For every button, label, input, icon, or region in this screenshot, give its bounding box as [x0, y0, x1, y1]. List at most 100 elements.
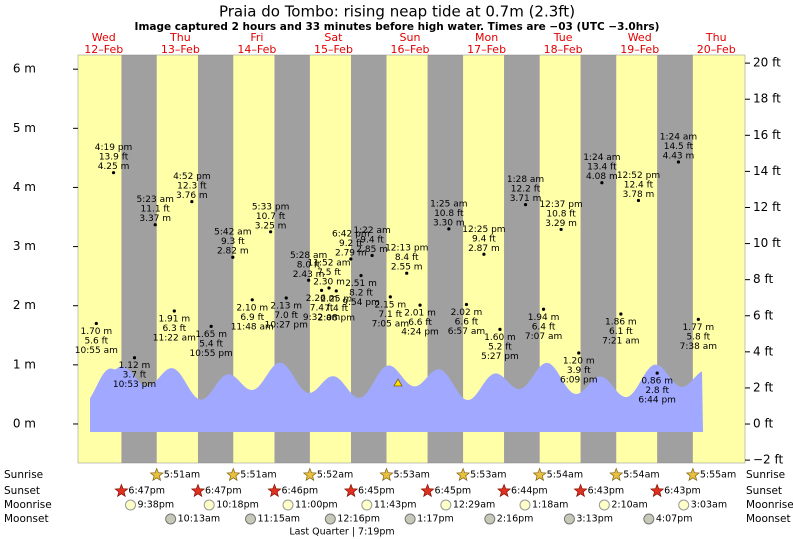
moonset-icon	[165, 513, 177, 525]
sunrise-icon	[456, 467, 471, 482]
tide-label: 6.1 ft	[609, 327, 633, 337]
tide-label: 6.6 ft	[455, 318, 479, 328]
y2-tick-label: 6 ft	[753, 308, 773, 322]
tide-label: 2.25 m	[320, 294, 352, 304]
row-time: 5:52am	[317, 470, 353, 481]
moonrise-icon	[598, 499, 610, 511]
tide-point	[209, 324, 213, 329]
row-time: 4:07pm	[656, 514, 693, 525]
tide-label: 5:28 am	[290, 251, 327, 261]
row-time: 9:38pm	[138, 500, 175, 511]
sunset-icon	[114, 483, 129, 498]
tide-point	[132, 356, 137, 360]
tide-label: 10:55 pm	[190, 349, 233, 359]
tide-label: 9.3 ft	[221, 237, 245, 247]
y2-tick-label: 20 ft	[753, 56, 781, 70]
day-date: 17–Feb	[467, 43, 506, 56]
tide-label: 1.12 m	[119, 361, 151, 371]
row-time: 6:43pm	[588, 486, 625, 497]
tide-point	[370, 253, 374, 258]
tide-label: 12.4 ft	[624, 180, 654, 190]
sunrise-icon	[226, 467, 241, 482]
tide-label: 1.65 m	[195, 330, 227, 340]
tide-label: 4.43 m	[663, 152, 695, 162]
moonset-icon	[563, 513, 575, 525]
sunset-icon	[497, 483, 512, 498]
tide-label: 2.02 m	[451, 308, 483, 318]
moon-phase: Last Quarter | 7:19pm	[289, 527, 394, 538]
tide-label: 12:25 pm	[462, 225, 505, 235]
y-tick-label: 2 m	[13, 298, 36, 312]
row-label-right: Sunset	[746, 485, 782, 497]
row-time: 2:10am	[611, 500, 647, 511]
tide-label: 2.15 m	[374, 300, 406, 310]
tide-label: 6:42 pm	[332, 230, 370, 240]
row-time: 3:03am	[691, 500, 727, 511]
tide-label: 1:22 am	[353, 226, 390, 236]
row-time: 10:13am	[178, 514, 220, 525]
day-date: 18–Feb	[544, 43, 583, 56]
tide-label: 1:25 am	[430, 199, 467, 209]
tide-label: 2.85 m	[356, 245, 388, 255]
y2-tick-label: 12 ft	[753, 200, 781, 214]
day-date: 20–Feb	[697, 43, 736, 56]
tide-label: 11.1 ft	[141, 205, 171, 215]
tide-label: 4:52 pm	[173, 172, 211, 182]
row-time: 1:17pm	[417, 514, 454, 525]
tide-point	[111, 171, 116, 175]
sunset-icon	[190, 483, 206, 498]
tide-label: 1.77 m	[682, 323, 714, 333]
tide-label: 3.76 m	[176, 191, 208, 201]
tide-label: 7.4 ft	[310, 303, 334, 313]
sunset-icon	[649, 483, 665, 498]
tide-label: 3.25 m	[255, 221, 287, 231]
moonset-icon	[643, 513, 655, 525]
day-weekday: Sat	[324, 31, 343, 44]
sunrise-icon	[149, 467, 164, 482]
tide-label: 5.8 ft	[686, 332, 710, 342]
tide-label: 0.86 m	[641, 377, 673, 387]
tide-label: 12.2 ft	[511, 185, 541, 195]
row-time: 6:47pm	[128, 486, 165, 497]
tide-label: 10:53 pm	[113, 380, 156, 390]
tide-label: 11:52 am	[307, 258, 350, 268]
tide-point	[250, 298, 254, 302]
tide-label: 4.25 m	[98, 162, 130, 172]
tide-label: 1.70 m	[80, 327, 112, 337]
tide-point	[676, 160, 681, 164]
y2-tick-label: 8 ft	[753, 272, 773, 286]
tide-label: 1.60 m	[484, 333, 516, 343]
tide-point	[327, 286, 331, 290]
tide-point	[94, 321, 98, 326]
row-time: 5:53am	[394, 470, 430, 481]
y-tick-label: 4 m	[13, 180, 36, 194]
tide-point	[307, 278, 311, 282]
y-tick-label: 1 m	[13, 357, 36, 371]
row-time: 5:51am	[164, 470, 200, 481]
tide-label: 5.6 ft	[84, 336, 108, 346]
row-time: 1:18am	[532, 500, 568, 511]
tide-point	[541, 307, 546, 311]
tide-label: 2.82 m	[217, 247, 249, 257]
day-weekday: Wed	[628, 31, 652, 44]
row-time: 6:45pm	[435, 486, 472, 497]
tide-label: 12:52 pm	[617, 171, 660, 181]
tide-label: 1.94 m	[528, 313, 560, 323]
tide-label: 7.5 ft	[317, 268, 341, 278]
row-label: Moonrise	[4, 499, 52, 511]
tide-point	[619, 312, 623, 316]
tide-label: 2.13 m	[270, 302, 302, 312]
sunrise-icon	[685, 467, 700, 482]
tide-point	[447, 227, 451, 231]
tide-point	[498, 327, 502, 331]
row-label: Sunrise	[4, 469, 43, 481]
tide-label: 11:22 am	[153, 334, 196, 344]
tide-label: 7:05 am	[372, 319, 409, 329]
tide-label: 1:24 am	[660, 133, 697, 143]
row-label: Moonset	[4, 513, 49, 525]
day-date: 15–Feb	[314, 43, 353, 56]
moonset-icon	[324, 513, 336, 525]
tide-label: 8.0 ft	[297, 260, 321, 270]
tide-point	[577, 351, 581, 355]
tide-label: 3.7 ft	[123, 371, 147, 381]
